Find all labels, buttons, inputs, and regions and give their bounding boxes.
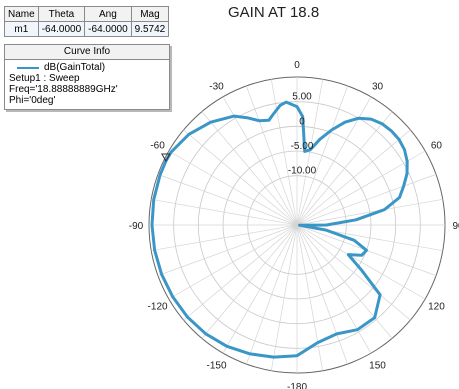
angle-tick-label: 0 [294,60,300,71]
angle-spoke [296,224,348,365]
polar-grid [148,76,446,374]
angle-tick-label: -30 [209,82,224,93]
angle-spoke [296,129,411,226]
freq-label: Freq='18.88888889GHz' Phi='0deg' [9,84,118,106]
curve-info-header: Curve Info [5,45,169,60]
legend-line-icon [17,66,39,69]
angle-spoke [246,85,298,226]
curve-layer [150,100,409,359]
angle-spoke [270,79,298,226]
marker-m1-icon[interactable] [161,153,171,163]
angle-spoke [296,224,324,371]
legend-trace-label: dB(GainTotal) [44,62,106,73]
header-name: Name [4,6,39,22]
angle-spoke [168,224,298,300]
angle-tick-label: 30 [372,82,384,93]
marker-table-header-row: Name Theta Ang Mag [4,6,170,22]
angle-spoke [151,198,298,226]
angle-spoke [296,224,411,321]
angle-tick-label: -60 [150,141,165,152]
angle-spoke [222,96,298,226]
angle-tick-label: 150 [369,360,386,371]
angle-spoke [296,174,437,226]
cell-theta: -64.0000 [37,21,86,37]
angle-spoke [296,150,426,226]
angle-spoke [296,224,393,339]
angle-spoke [296,198,443,226]
chart-title: GAIN AT 18.8 [228,4,320,21]
angle-spoke [151,224,298,252]
angle-spoke [296,85,348,226]
angle-spoke [246,224,298,365]
header-mag: Mag [130,6,170,22]
angle-spoke [270,224,298,371]
curve-info-panel[interactable]: Curve Info dB(GainTotal) Setup1 : Sweep … [4,44,170,110]
radial-tick-label: 0 [299,116,305,127]
radial-tick-label: -5.00 [291,141,314,152]
angle-tick-label: 60 [431,141,443,152]
angle-spoke [157,174,298,226]
angle-tick-label: -120 [148,302,168,313]
header-theta: Theta [37,6,86,22]
cell-name: m1 [4,21,39,37]
marker-table-row[interactable]: m1 -64.0000 -64.0000 9.5742 [4,21,170,37]
angle-spoke [296,79,324,226]
angle-tick-label: -150 [206,360,226,371]
radial-tick-label: 5.00 [292,92,312,103]
angle-spoke [183,224,298,321]
legend-entry[interactable]: dB(GainTotal) [9,62,165,73]
angle-spoke [296,224,426,300]
setup-label: Setup1 : Sweep [9,73,80,84]
marker-table: Name Theta Ang Mag m1 -64.0000 -64.0000 … [4,6,170,37]
angle-tick-label: 120 [428,302,445,313]
angle-spoke [201,111,298,226]
gain-curve[interactable] [150,100,409,359]
angle-spoke [222,224,298,354]
radial-tick-label: -10.00 [288,166,317,177]
curve-info-body: dB(GainTotal) Setup1 : Sweep Freq='18.88… [5,60,169,109]
angle-tick-label: -90 [129,221,144,232]
angle-spoke [183,129,298,226]
angle-spoke [201,224,298,339]
cell-ang: -64.0000 [84,21,132,37]
tick-label-layer: 0 30 60 90 120 150 -180 -150 -120 -90 -60 -30 5.00 0 -… [129,60,459,389]
angle-spoke [157,224,298,276]
header-ang: Ang [84,6,132,22]
angle-spoke [296,111,393,226]
angle-tick-label: 90 [452,221,459,232]
cell-mag: 9.5742 [130,21,170,37]
angle-spoke [296,224,372,354]
angle-tick-label: -180 [287,382,307,389]
angle-spoke [168,150,298,226]
